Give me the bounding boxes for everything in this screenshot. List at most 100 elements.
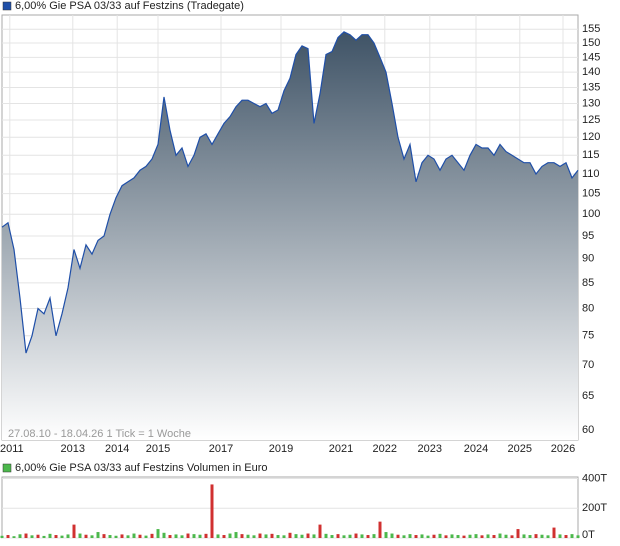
y-tick-label: 200T — [582, 502, 607, 514]
y-tick-label: 80 — [582, 302, 594, 314]
volume-bar — [390, 533, 394, 538]
volume-bar — [156, 529, 160, 538]
volume-bar — [462, 535, 466, 538]
volume-bar — [558, 534, 562, 538]
volume-bar — [348, 534, 352, 538]
volume-bar — [72, 524, 76, 538]
volume-bar — [324, 533, 328, 538]
y-tick-label: 145 — [582, 51, 600, 63]
y-tick-label: 155 — [582, 23, 600, 35]
volume-bar — [504, 534, 508, 538]
volume-bar — [510, 535, 514, 538]
y-tick-label: 125 — [582, 114, 600, 126]
y-tick-label: 115 — [582, 149, 600, 161]
volume-bar — [54, 535, 58, 538]
y-tick-label: 135 — [582, 81, 600, 93]
volume-bar — [252, 535, 256, 538]
volume-bar — [570, 534, 574, 538]
legend-swatch — [2, 1, 12, 11]
y-tick-label: 60 — [582, 424, 594, 436]
volume-bar — [540, 534, 544, 538]
legend-label: 6,00% Gie PSA 03/33 auf Festzins Volumen… — [15, 462, 268, 474]
volume-bar — [258, 533, 262, 538]
volume-bar — [222, 535, 226, 538]
volume-bar — [396, 534, 400, 538]
annotation: 27.08.10 - 18.04.26 1 Tick = 1 Woche — [8, 428, 191, 440]
volume-bar — [24, 533, 28, 538]
volume-bar — [186, 533, 190, 538]
volume-bar — [240, 534, 244, 538]
y-tick-label: 70 — [582, 359, 594, 371]
volume-bar — [528, 535, 532, 538]
volume-bar — [216, 534, 220, 538]
volume-bar — [318, 524, 322, 538]
volume-bar — [90, 535, 94, 538]
volume-bar — [234, 532, 238, 538]
volume-bar — [300, 534, 304, 538]
volume-bar — [168, 535, 172, 538]
volume-bar — [378, 521, 382, 538]
volume-bar — [198, 534, 202, 538]
volume-bar — [132, 533, 136, 538]
x-tick-label: 2021 — [329, 443, 353, 455]
y-tick-label: 105 — [582, 188, 600, 200]
y-tick-label: 85 — [582, 277, 594, 289]
volume-bar — [552, 527, 556, 538]
y-tick-label: 140 — [582, 66, 600, 78]
volume-bar — [414, 535, 418, 538]
volume-bar — [48, 533, 52, 538]
volume-bar — [6, 535, 10, 538]
x-tick-label: 2017 — [209, 443, 233, 455]
volume-bar — [288, 532, 292, 538]
volume-bar — [426, 535, 430, 538]
volume-bar — [330, 535, 334, 538]
y-tick-label: 130 — [582, 97, 600, 109]
volume-bar — [366, 535, 370, 538]
volume-bar — [354, 533, 358, 538]
volume-bar — [102, 534, 106, 538]
volume-bar — [306, 533, 310, 538]
y-tick-label: 110 — [582, 168, 600, 180]
volume-bar — [114, 535, 118, 538]
volume-bar — [12, 536, 16, 538]
volume-bar — [438, 533, 442, 538]
volume-bar — [546, 535, 550, 538]
volume-bar — [174, 534, 178, 538]
volume-bar — [0, 535, 4, 538]
y-tick-label: 0T — [582, 529, 595, 541]
volume-bar — [36, 534, 40, 538]
volume-bar — [456, 535, 460, 538]
volume-bar — [108, 535, 112, 538]
volume-bar — [534, 534, 538, 538]
x-tick-label: 2014 — [105, 443, 129, 455]
legend-swatch — [2, 463, 12, 473]
volume-bar — [246, 534, 250, 538]
volume-bar — [66, 534, 70, 538]
volume-bar — [312, 534, 316, 538]
volume-bar — [402, 535, 406, 538]
y-tick-label: 120 — [582, 131, 600, 143]
volume-bar — [84, 534, 88, 538]
volume-bar — [420, 534, 424, 538]
legend-label: 6,00% Gie PSA 03/33 auf Festzins (Tradeg… — [15, 0, 244, 12]
plot-frame — [1, 476, 579, 539]
volume-bar — [468, 534, 472, 538]
volume-bar — [432, 534, 436, 538]
volume-bar — [228, 533, 232, 538]
y-tick-label: 90 — [582, 253, 594, 265]
volume-bar — [282, 535, 286, 538]
volume-bar — [384, 532, 388, 538]
y-tick-label: 100 — [582, 208, 600, 220]
volume-bar — [492, 535, 496, 538]
volume-bar — [204, 533, 208, 538]
price-line — [1, 31, 579, 354]
volume-bar — [474, 534, 478, 538]
volume-bar — [372, 534, 376, 538]
volume-bar — [576, 535, 580, 538]
volume-bar — [192, 534, 196, 538]
volume-bar — [522, 534, 526, 538]
volume-bar — [480, 535, 484, 538]
x-tick-label: 2011 — [0, 443, 24, 455]
volume-bar — [120, 534, 124, 538]
